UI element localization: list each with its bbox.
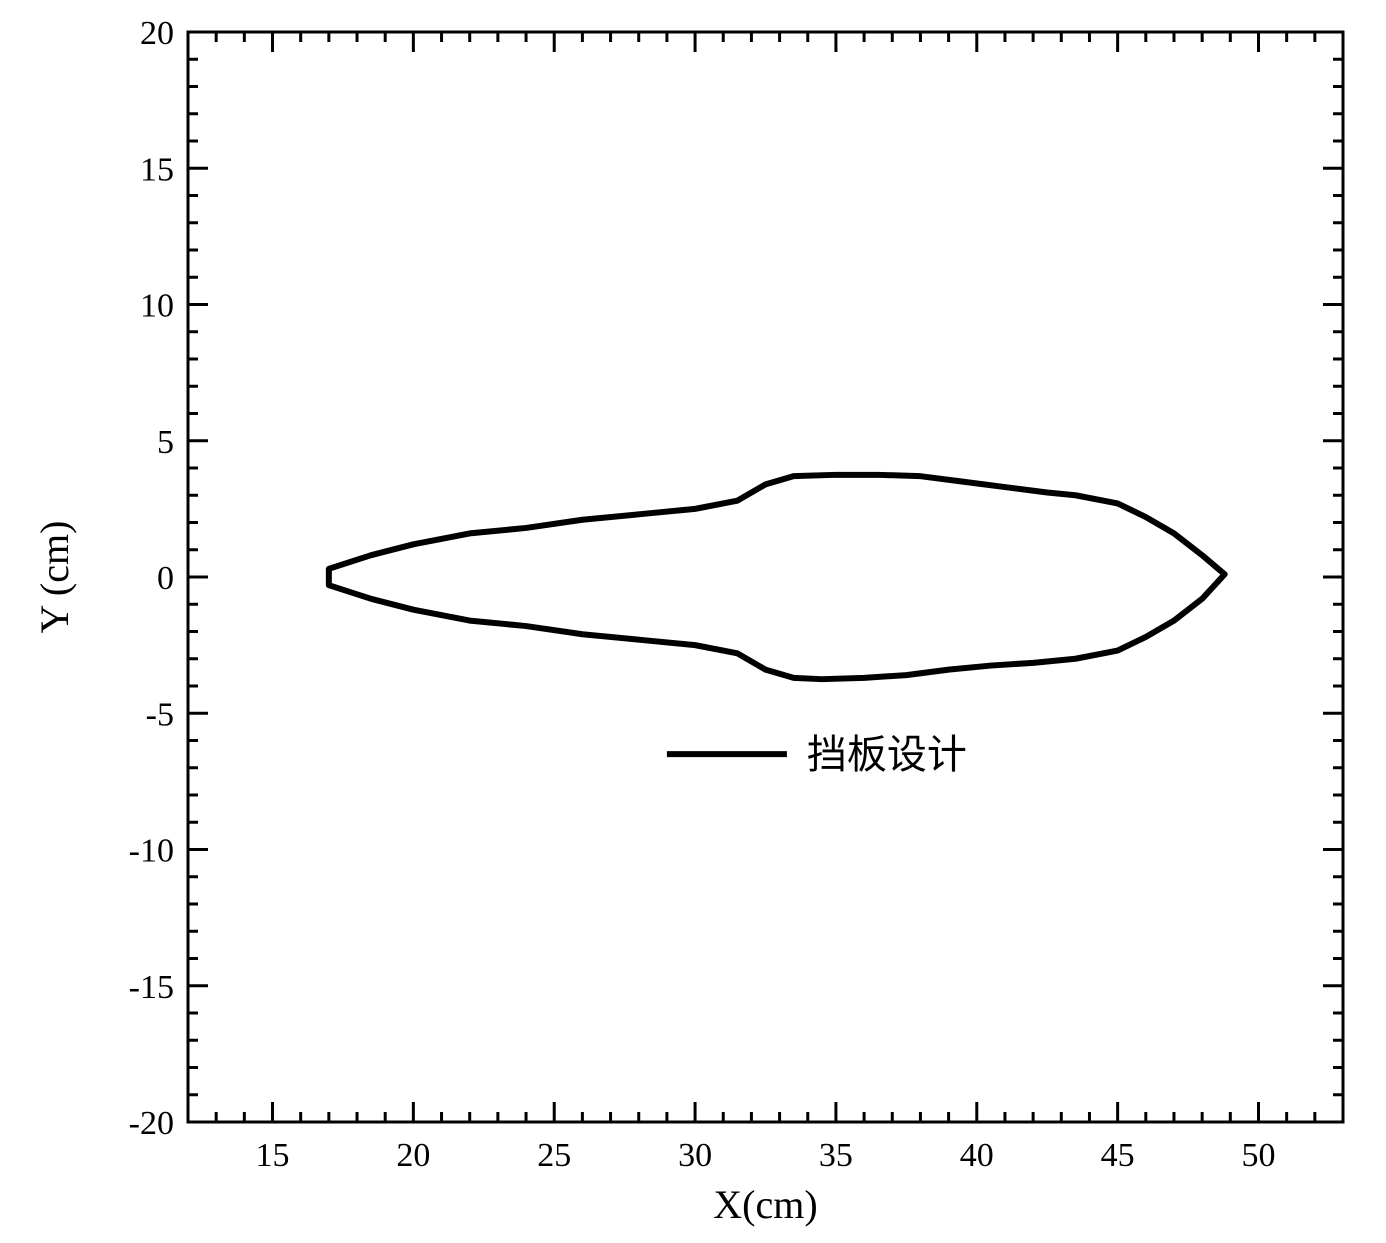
x-axis-label: X(cm) [713,1182,817,1227]
chart-container: 15 20 25 30 35 40 45 50 -20 -15 -10 -5 0 5 10 15 20 挡板设计… [0,0,1386,1243]
x-tick-label: 15 [256,1137,290,1174]
y-tick-label: 10 [140,288,174,325]
chart-svg: 15 20 25 30 35 40 45 50 -20 -15 -10 -5 0 5 10 15 20 挡板设计… [0,0,1386,1243]
y-axis-label: Y (cm) [32,521,77,634]
x-tick-label: 30 [678,1137,712,1174]
y-tick-label: -20 [129,1105,174,1142]
x-tick-label: 35 [819,1137,853,1174]
x-tick-label: 40 [960,1137,994,1174]
y-tick-label: -5 [146,696,174,733]
series-shape [329,475,1225,679]
x-tick-label: 20 [396,1137,430,1174]
y-tick-label: 15 [140,151,174,188]
x-tick-label: 45 [1101,1137,1135,1174]
y-tick-label: -10 [129,833,174,870]
y-tick-label: -15 [129,969,174,1006]
y-tick-label: 5 [157,424,174,461]
x-tick-label: 50 [1241,1137,1275,1174]
plot-frame [188,32,1343,1122]
y-tick-label: 20 [140,15,174,52]
x-tick-label: 25 [537,1137,571,1174]
y-tick-label: 0 [157,560,174,597]
legend-label: 挡板设计 [807,732,967,777]
